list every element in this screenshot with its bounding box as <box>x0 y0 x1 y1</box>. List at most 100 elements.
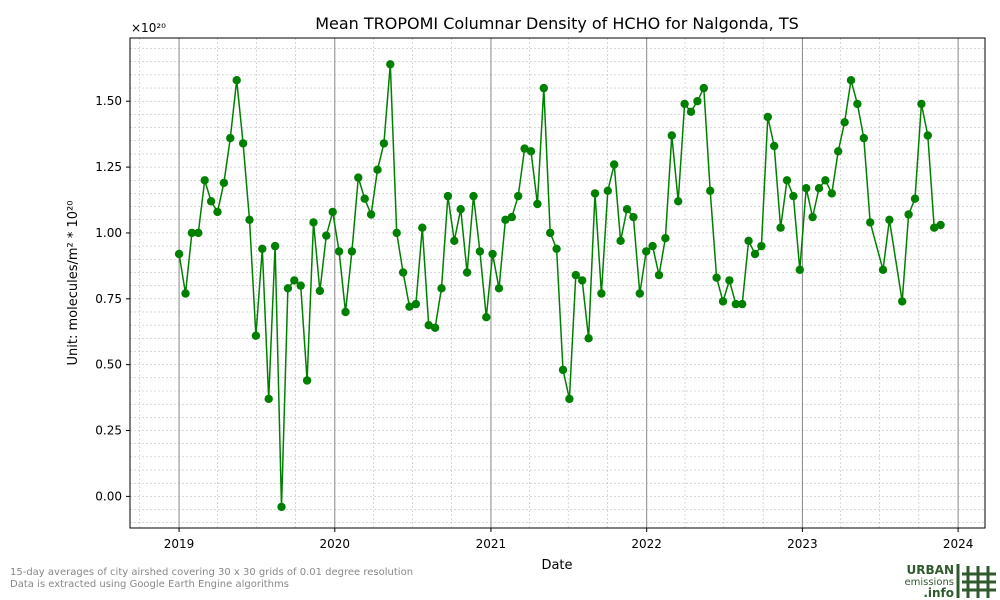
y-tick-label: 0.25 <box>95 424 122 438</box>
year-lines <box>178 38 959 528</box>
data-point <box>930 223 939 232</box>
data-point <box>866 218 875 227</box>
data-point <box>558 365 568 375</box>
data-point <box>174 249 184 259</box>
data-point <box>469 191 478 201</box>
data-point <box>264 394 273 404</box>
data-point <box>251 331 261 340</box>
x-tick-label: 2022 <box>631 537 662 551</box>
data-point <box>507 212 516 222</box>
x-axis-ticks: 2019 2020 2021 2022 2023 2024 <box>164 528 973 551</box>
data-point <box>514 191 523 201</box>
data-point <box>782 176 792 185</box>
data-point <box>642 247 651 256</box>
data-point <box>706 186 715 195</box>
y-tick-label: 0.00 <box>95 489 122 503</box>
data-point <box>347 247 357 256</box>
data-point <box>808 212 817 222</box>
data-point <box>693 97 702 106</box>
data-point <box>917 99 926 109</box>
y-tick-label: 1.50 <box>95 94 122 108</box>
data-point <box>482 313 491 322</box>
data-point <box>488 249 497 259</box>
data-point <box>571 270 580 280</box>
y-axis-label: Unit: molecules/m² * 10²⁰ <box>66 201 81 366</box>
data-point <box>859 133 868 143</box>
data-point <box>731 299 740 309</box>
data-point <box>219 178 229 188</box>
y-tick-label: 1.00 <box>95 226 122 240</box>
grid <box>130 38 985 528</box>
data-point <box>878 265 888 274</box>
data-point <box>814 184 824 193</box>
data-point <box>898 297 907 306</box>
x-tick-label: 2019 <box>164 537 195 551</box>
data-point <box>341 307 350 317</box>
data-point <box>302 376 312 385</box>
data-series <box>174 60 945 512</box>
data-point <box>629 212 638 222</box>
plot-frame <box>129 37 986 529</box>
data-point <box>533 199 542 209</box>
data-point <box>910 194 920 203</box>
data-point <box>718 297 728 306</box>
data-point <box>187 228 197 238</box>
footnote-line-2: Data is extracted using Google Earth Eng… <box>10 579 289 590</box>
data-point <box>424 321 433 330</box>
data-point <box>539 83 548 93</box>
data-point <box>546 228 555 238</box>
data-point <box>411 299 421 309</box>
data-point <box>245 215 254 224</box>
logo-word-urban: URBAN <box>907 563 954 577</box>
data-point <box>712 273 721 282</box>
x-tick-label: 2020 <box>320 537 351 551</box>
data-point <box>846 76 856 85</box>
data-point <box>501 215 510 224</box>
data-point <box>680 99 689 109</box>
data-point <box>386 60 395 69</box>
data-point <box>296 281 305 290</box>
footnote-line-1: 15-day averages of city airshed covering… <box>10 567 414 578</box>
data-point <box>366 210 376 219</box>
data-point <box>661 234 670 243</box>
data-point <box>635 289 644 298</box>
data-point <box>315 286 325 296</box>
data-point <box>405 302 414 311</box>
data-point <box>750 249 760 259</box>
x-tick-label: 2021 <box>476 537 507 551</box>
data-point <box>392 228 401 238</box>
data-point <box>328 207 337 217</box>
data-point <box>309 218 318 227</box>
data-point <box>923 131 932 140</box>
data-point <box>578 276 587 285</box>
data-point <box>565 394 574 404</box>
data-point <box>757 241 766 251</box>
data-point <box>322 231 331 240</box>
data-point <box>194 228 203 238</box>
data-point <box>744 236 753 245</box>
data-point <box>354 173 363 182</box>
x-axis-label: Date <box>541 558 572 573</box>
data-point <box>827 189 836 198</box>
data-point <box>590 189 600 198</box>
data-point <box>616 236 625 245</box>
series-line <box>178 64 941 507</box>
data-point <box>853 99 862 109</box>
urban-emissions-logo: URBAN emissions .info <box>904 563 996 600</box>
data-point <box>430 323 440 332</box>
data-point <box>232 76 241 85</box>
data-point <box>597 289 606 298</box>
data-point <box>834 147 843 156</box>
data-point <box>462 268 472 277</box>
data-point <box>283 284 293 293</box>
data-point <box>456 205 465 214</box>
data-point <box>770 141 779 151</box>
data-point <box>443 191 453 201</box>
data-point <box>648 241 657 251</box>
y-tick-label: 0.75 <box>95 292 122 306</box>
data-point <box>226 133 235 143</box>
data-point <box>699 83 708 93</box>
data-point <box>674 197 683 206</box>
data-point <box>776 223 785 232</box>
